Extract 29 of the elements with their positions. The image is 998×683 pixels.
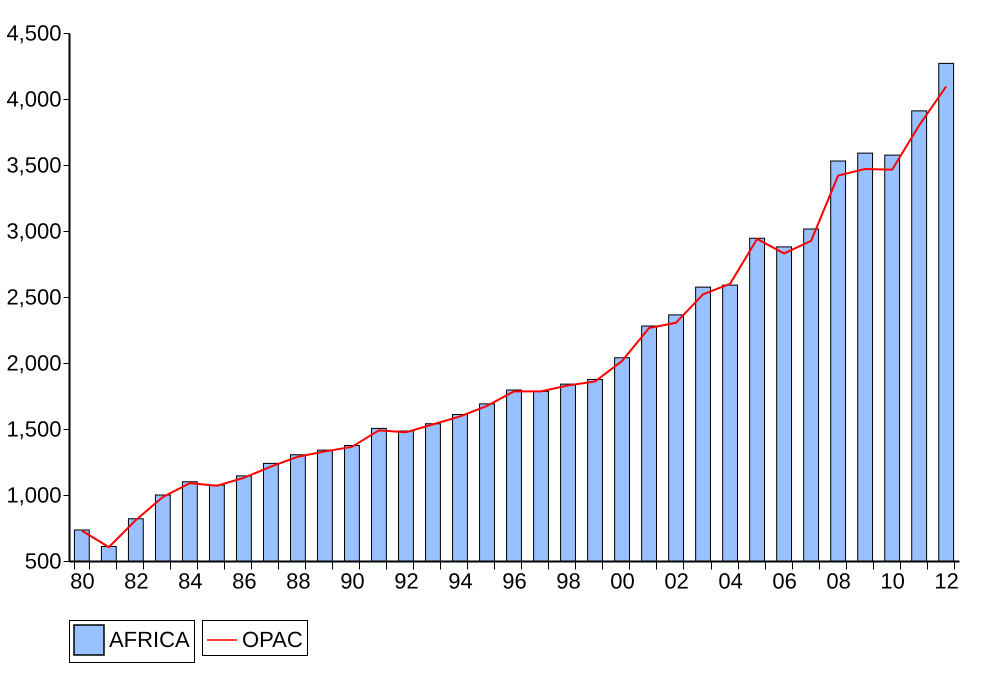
x-tick-label: 08 [826, 568, 851, 594]
y-tick-label: 2,500 [6, 284, 62, 310]
x-tick-label: 82 [124, 568, 149, 594]
x-tick-label: 84 [178, 568, 203, 594]
x-tick-label: 96 [502, 568, 527, 594]
x-tick-label: 02 [664, 568, 689, 594]
x-tick-label: 92 [394, 568, 419, 594]
x-tick-label: 00 [610, 568, 635, 594]
legend-label: OPAC [242, 627, 303, 652]
x-tick-label: 88 [286, 568, 311, 594]
x-tick-label: 10 [880, 568, 905, 594]
y-tick-label: 2,000 [6, 350, 62, 376]
x-tick-label: 12 [934, 568, 959, 594]
x-tick-label: 06 [772, 568, 797, 594]
y-tick-label: 500 [24, 548, 62, 574]
legend-label: AFRICA [109, 627, 190, 652]
x-tick-label: 04 [718, 568, 743, 594]
x-tick-label: 86 [232, 568, 257, 594]
y-tick-label: 1,000 [6, 482, 62, 508]
y-tick-label: 3,500 [6, 152, 62, 178]
x-tick-label: 94 [448, 568, 473, 594]
x-tick-label: 98 [556, 568, 581, 594]
y-tick-label: 3,000 [6, 218, 62, 244]
x-tick-label: 90 [340, 568, 365, 594]
y-tick-label: 4,000 [6, 86, 62, 112]
y-tick-label: 4,500 [6, 20, 62, 46]
x-tick-label: 80 [70, 568, 95, 594]
y-tick-label: 1,500 [6, 416, 62, 442]
line-series [80, 85, 948, 548]
